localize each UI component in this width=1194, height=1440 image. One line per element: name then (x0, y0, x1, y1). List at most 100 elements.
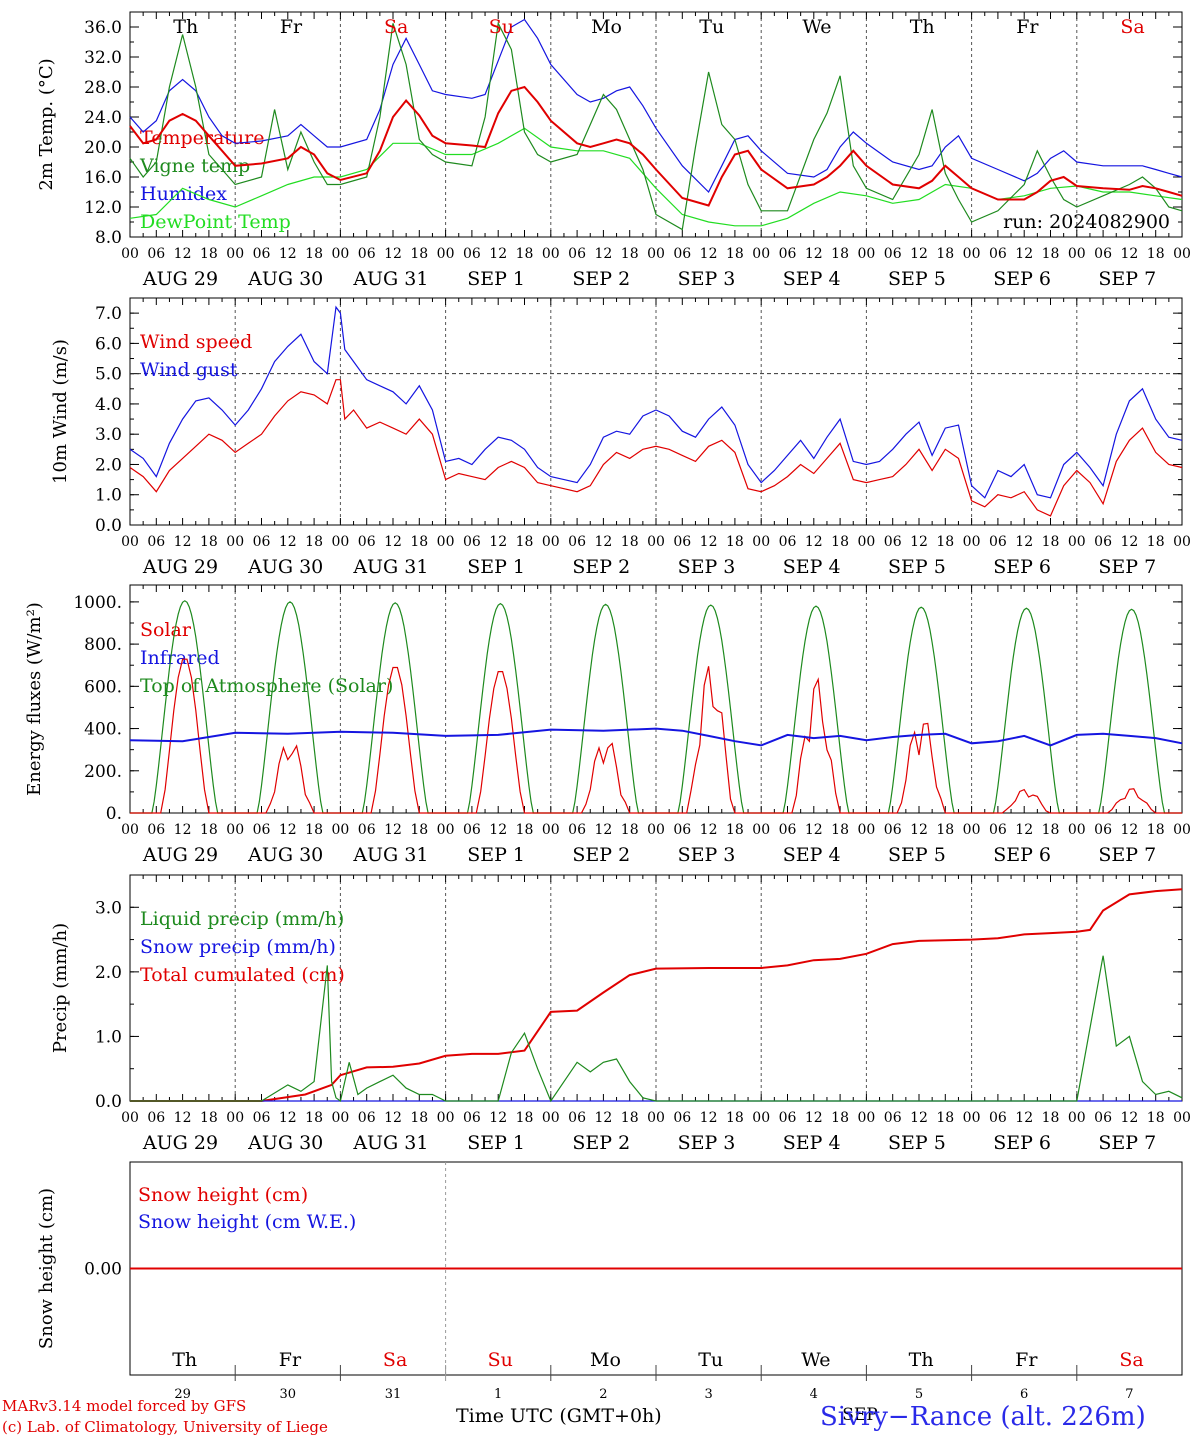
day-number-label: 3 (704, 1387, 712, 1402)
date-label: SEP 3 (678, 556, 736, 578)
date-label: SEP 5 (888, 1132, 946, 1154)
weekday-label: Fr (279, 1349, 302, 1371)
hour-tick-label: 18 (305, 1110, 323, 1126)
date-label: AUG 31 (352, 844, 428, 866)
hour-tick-label: 12 (805, 1110, 823, 1126)
hour-tick-label: 12 (279, 534, 297, 550)
hour-tick-label: 18 (936, 246, 954, 262)
hour-tick-label: 06 (463, 246, 481, 262)
hour-tick-label: 00 (857, 246, 875, 262)
hour-tick-label: 06 (673, 534, 691, 550)
series-total-cumulated-cm- (130, 888, 1183, 1102)
hour-tick-label: 06 (779, 1110, 797, 1126)
day-number-label: 4 (810, 1387, 818, 1402)
hour-tick-label: 18 (831, 534, 849, 550)
series-temperature (129, 85, 1183, 207)
panel-4: 0.0 1.0 2.0 3.0 Precip (mm/h) Liquid precip (… (50, 874, 1191, 1154)
hour-tick-label: 00 (752, 1110, 770, 1126)
weekday-label: Tu (698, 1349, 723, 1371)
date-label: AUG 29 (142, 268, 218, 290)
weekday-label: Sa (384, 16, 408, 38)
y-axis-title: Snow height (cm) (36, 1188, 57, 1349)
date-label: SEP 1 (467, 1132, 525, 1154)
y-tick-label: 7.0 (95, 304, 122, 324)
y-tick-label: 800. (84, 635, 122, 655)
hour-tick-label: 18 (410, 246, 428, 262)
hour-tick-label: 18 (516, 534, 534, 550)
series-dewpoint-temp (129, 127, 1183, 227)
hour-tick-label: 12 (279, 246, 297, 262)
time-axis-title: Time UTC (GMT+0h) (456, 1405, 662, 1427)
weekday-label: Sa (383, 1349, 407, 1371)
hour-tick-label: 18 (621, 822, 639, 838)
hour-tick-label: 12 (700, 534, 718, 550)
series-liquid-precip-mm-h- (130, 955, 1183, 1103)
hour-tick-label: 12 (594, 246, 612, 262)
weekday-label: Su (488, 1349, 513, 1371)
day-number-label: 1 (494, 1387, 502, 1402)
hour-tick-label: 06 (884, 246, 902, 262)
hour-tick-label: 18 (831, 246, 849, 262)
weekday-label: Tu (699, 16, 724, 38)
hour-tick-label: 06 (779, 246, 797, 262)
hour-tick-label: 06 (989, 534, 1007, 550)
hour-tick-label: 12 (910, 1110, 928, 1126)
date-label: SEP 2 (572, 844, 630, 866)
y-tick-label: 400. (84, 720, 122, 740)
hour-tick-label: 00 (121, 534, 139, 550)
date-label: SEP 5 (888, 268, 946, 290)
date-label: SEP 6 (993, 844, 1051, 866)
legend-entry: Wind speed (140, 331, 252, 353)
hour-tick-label: 12 (279, 822, 297, 838)
day-number-label: 29 (174, 1387, 191, 1402)
date-label: SEP 1 (467, 844, 525, 866)
hour-tick-label: 00 (963, 822, 981, 838)
hour-tick-label: 18 (936, 822, 954, 838)
hour-tick-label: 00 (857, 822, 875, 838)
hour-tick-label: 18 (621, 1110, 639, 1126)
hour-tick-label: 12 (489, 1110, 507, 1126)
hour-tick-label: 06 (673, 822, 691, 838)
month-label: SEP (842, 1405, 878, 1425)
date-label: SEP 6 (993, 556, 1051, 578)
hour-tick-label: 06 (779, 534, 797, 550)
hour-tick-label: 06 (568, 534, 586, 550)
hour-tick-label: 00 (226, 246, 244, 262)
hour-tick-label: 18 (516, 822, 534, 838)
date-label: AUG 29 (142, 844, 218, 866)
hour-tick-label: 06 (253, 1110, 271, 1126)
hour-tick-label: 00 (857, 534, 875, 550)
day-number-label: 2 (599, 1387, 607, 1402)
station-name: Sivry−Rance (alt. 226m) (820, 1402, 1146, 1432)
hour-tick-label: 06 (989, 1110, 1007, 1126)
hour-tick-label: 18 (200, 1110, 218, 1126)
hour-tick-label: 06 (147, 246, 165, 262)
y-tick-label: 0.0 (95, 516, 122, 536)
hour-tick-label: 12 (700, 822, 718, 838)
hour-tick-label: 12 (700, 246, 718, 262)
panel-2: 0.0 1.0 2.0 3.0 4.0 5.0 6.0 7.0 10m Wind (m/s) Wi… (50, 297, 1191, 578)
hour-tick-label: 00 (1068, 534, 1086, 550)
hour-tick-label: 06 (463, 1110, 481, 1126)
weekday-label: Th (173, 16, 198, 38)
hour-tick-label: 18 (410, 822, 428, 838)
hour-tick-label: 00 (1173, 534, 1191, 550)
panel-3: 0. 200. 400. 600. 800. 1000. Energy fluxes (W/… (24, 584, 1191, 866)
date-label: SEP 6 (993, 1132, 1051, 1154)
hour-tick-label: 12 (384, 822, 402, 838)
hour-tick-label: 18 (1147, 534, 1165, 550)
hour-tick-label: 00 (542, 1110, 560, 1126)
weekday-label: Fr (1016, 16, 1039, 38)
hour-tick-label: 18 (621, 246, 639, 262)
hour-tick-label: 00 (542, 822, 560, 838)
date-label: SEP 2 (572, 556, 630, 578)
hour-tick-label: 00 (121, 246, 139, 262)
hour-tick-label: 12 (174, 246, 192, 262)
date-label: SEP 2 (572, 1132, 630, 1154)
hour-tick-label: 06 (463, 822, 481, 838)
hour-tick-label: 06 (989, 246, 1007, 262)
legend-entry: Snow height (cm) (138, 1184, 308, 1206)
date-label: SEP 3 (678, 268, 736, 290)
hour-tick-label: 00 (1068, 246, 1086, 262)
